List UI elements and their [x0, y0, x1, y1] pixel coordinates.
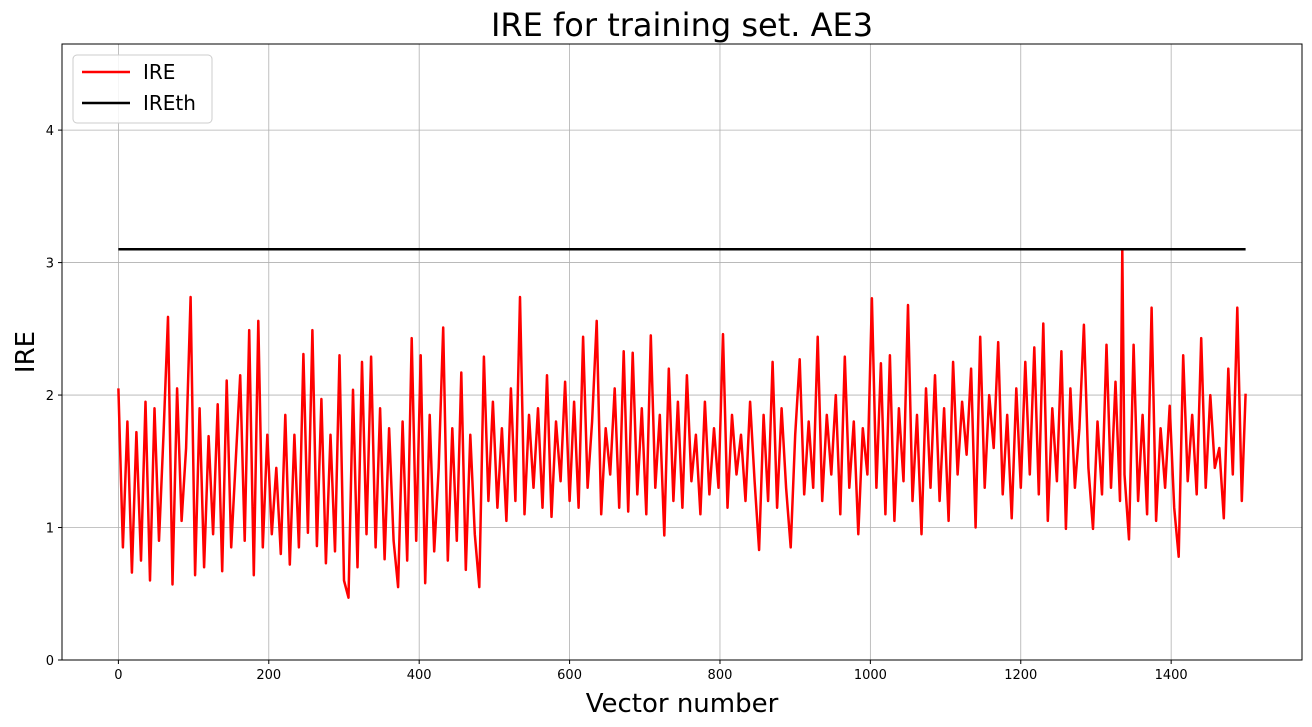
- x-tick-label: 1200: [1004, 668, 1037, 683]
- chart-title: IRE for training set. AE3: [491, 6, 873, 44]
- y-axis-label: IRE: [11, 331, 41, 373]
- legend-label-ire: IRE: [143, 60, 175, 84]
- y-tick-label: 0: [46, 654, 54, 669]
- y-tick-label: 2: [46, 389, 54, 404]
- y-tick-label: 3: [46, 257, 54, 272]
- x-tick-label: 400: [407, 668, 432, 683]
- x-tick-label: 600: [557, 668, 582, 683]
- x-tick-label: 1000: [854, 668, 887, 683]
- plot-frame: [61, 43, 1303, 661]
- x-tick-label: 200: [256, 668, 281, 683]
- series-line-ire: [117, 248, 1247, 599]
- x-tick-label: 800: [708, 668, 733, 683]
- legend: IRE IREth: [72, 54, 213, 124]
- legend-label-ireth: IREth: [143, 91, 196, 115]
- x-tick-label: 1400: [1155, 668, 1188, 683]
- series-layer: [117, 248, 1247, 599]
- y-tick-label: 1: [46, 522, 54, 537]
- x-axis-label: Vector number: [586, 689, 779, 719]
- ticks: 0 200 400 600 800 1000 1200 1400 0 1 2 3 4: [46, 124, 1188, 683]
- x-tick-label: 0: [114, 668, 122, 683]
- y-tick-label: 4: [46, 124, 54, 139]
